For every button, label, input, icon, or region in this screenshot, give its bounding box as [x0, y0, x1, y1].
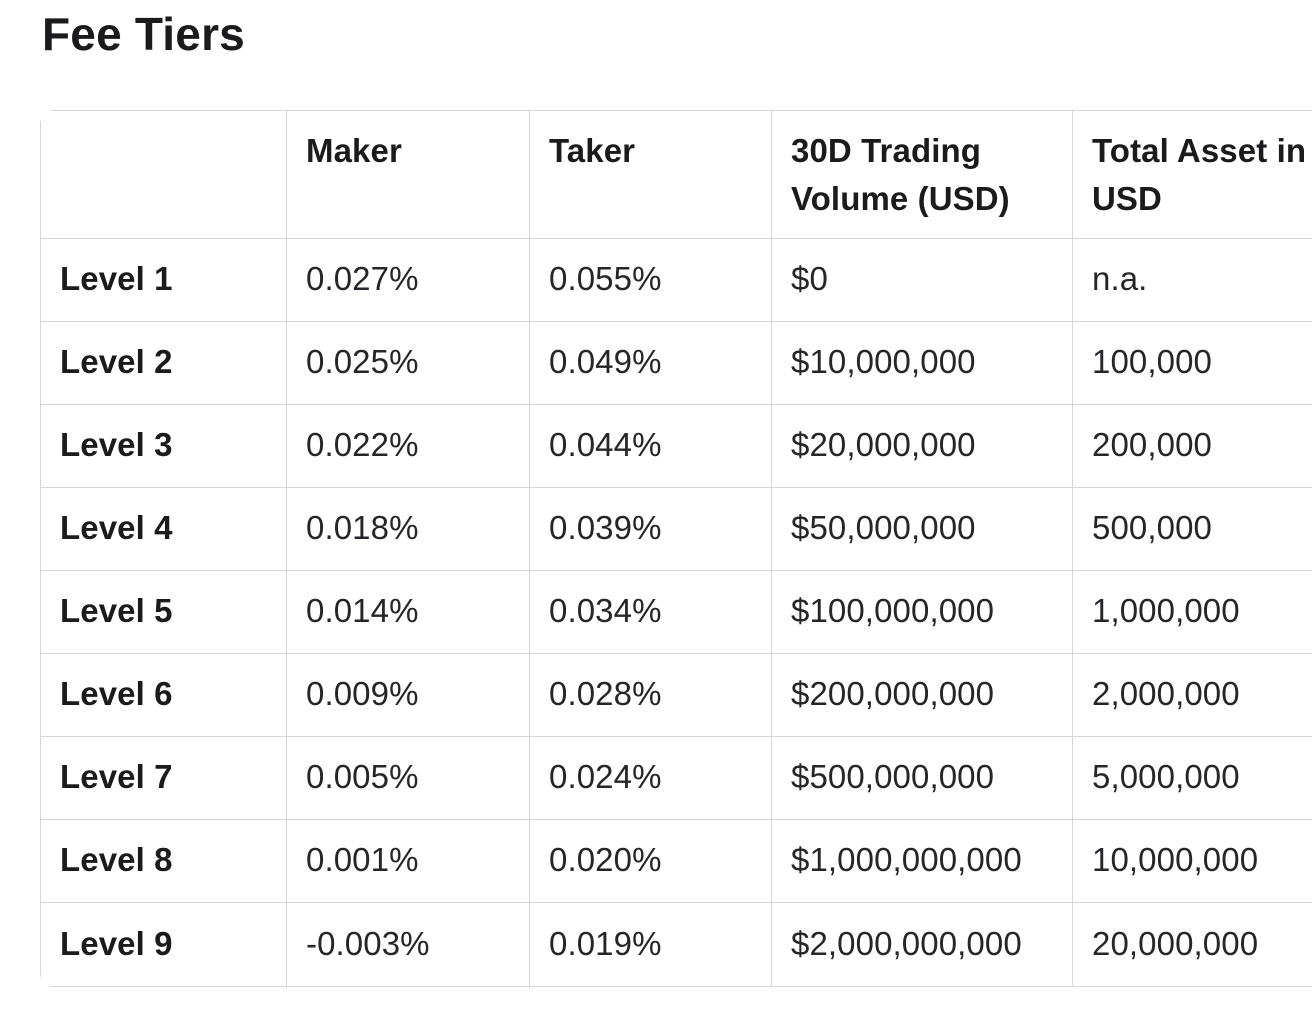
taker-cell: 0.055%	[530, 238, 772, 322]
volume-cell: $1,000,000,000	[772, 819, 1073, 903]
taker-cell: 0.024%	[530, 736, 772, 820]
maker-cell: 0.001%	[287, 819, 530, 903]
fee-tiers-table: Maker Taker 30D Trading Volume (USD) Tot…	[41, 110, 1312, 986]
asset-cell: 20,000,000	[1073, 902, 1312, 986]
taker-cell: 0.039%	[530, 487, 772, 571]
asset-cell: 100,000	[1073, 321, 1312, 405]
maker-cell: 0.022%	[287, 404, 530, 488]
level-cell: Level 4	[41, 487, 287, 571]
taker-cell: 0.049%	[530, 321, 772, 405]
table-row: Level 1 0.027% 0.055% $0 n.a.	[41, 238, 1312, 322]
maker-cell: 0.025%	[287, 321, 530, 405]
asset-cell: 500,000	[1073, 487, 1312, 571]
maker-cell: -0.003%	[287, 902, 530, 986]
volume-cell: $20,000,000	[772, 404, 1073, 488]
volume-cell: $500,000,000	[772, 736, 1073, 820]
maker-cell: 0.005%	[287, 736, 530, 820]
table-row: Level 9 -0.003% 0.019% $2,000,000,000 20…	[41, 902, 1312, 986]
level-cell: Level 6	[41, 653, 287, 737]
table-row: Level 8 0.001% 0.020% $1,000,000,000 10,…	[41, 819, 1312, 903]
table-clip-container: Maker Taker 30D Trading Volume (USD) Tot…	[40, 109, 1312, 987]
asset-cell: 5,000,000	[1073, 736, 1312, 820]
asset-cell: 1,000,000	[1073, 570, 1312, 654]
volume-cell: $2,000,000,000	[772, 902, 1073, 986]
volume-cell: $200,000,000	[772, 653, 1073, 737]
asset-cell: 2,000,000	[1073, 653, 1312, 737]
table-row: Level 6 0.009% 0.028% $200,000,000 2,000…	[41, 653, 1312, 737]
table-row: Level 4 0.018% 0.039% $50,000,000 500,00…	[41, 487, 1312, 571]
asset-cell: n.a.	[1073, 238, 1312, 322]
volume-cell: $50,000,000	[772, 487, 1073, 571]
page-title: Fee Tiers	[42, 8, 245, 60]
header-row: Maker Taker 30D Trading Volume (USD) Tot…	[41, 110, 1312, 239]
level-cell: Level 8	[41, 819, 287, 903]
header-cell-asset: Total Asset in USD	[1073, 110, 1312, 239]
volume-cell: $0	[772, 238, 1073, 322]
volume-cell: $10,000,000	[772, 321, 1073, 405]
table-row: Level 2 0.025% 0.049% $10,000,000 100,00…	[41, 321, 1312, 405]
header-cell-blank	[41, 110, 287, 239]
table-frame: Maker Taker 30D Trading Volume (USD) Tot…	[40, 109, 1312, 987]
asset-cell: 200,000	[1073, 404, 1312, 488]
taker-cell: 0.019%	[530, 902, 772, 986]
header-cell-maker: Maker	[287, 110, 530, 239]
taker-cell: 0.044%	[530, 404, 772, 488]
taker-cell: 0.020%	[530, 819, 772, 903]
level-cell: Level 5	[41, 570, 287, 654]
header-cell-taker: Taker	[530, 110, 772, 239]
taker-cell: 0.034%	[530, 570, 772, 654]
level-cell: Level 7	[41, 736, 287, 820]
maker-cell: 0.018%	[287, 487, 530, 571]
maker-cell: 0.009%	[287, 653, 530, 737]
level-cell: Level 3	[41, 404, 287, 488]
maker-cell: 0.014%	[287, 570, 530, 654]
table-row: Level 7 0.005% 0.024% $500,000,000 5,000…	[41, 736, 1312, 820]
header-cell-volume: 30D Trading Volume (USD)	[772, 110, 1073, 239]
table-row: Level 3 0.022% 0.044% $20,000,000 200,00…	[41, 404, 1312, 488]
maker-cell: 0.027%	[287, 238, 530, 322]
level-cell: Level 1	[41, 238, 287, 322]
level-cell: Level 9	[41, 902, 287, 986]
taker-cell: 0.028%	[530, 653, 772, 737]
level-cell: Level 2	[41, 321, 287, 405]
asset-cell: 10,000,000	[1073, 819, 1312, 903]
table-row: Level 5 0.014% 0.034% $100,000,000 1,000…	[41, 570, 1312, 654]
volume-cell: $100,000,000	[772, 570, 1073, 654]
